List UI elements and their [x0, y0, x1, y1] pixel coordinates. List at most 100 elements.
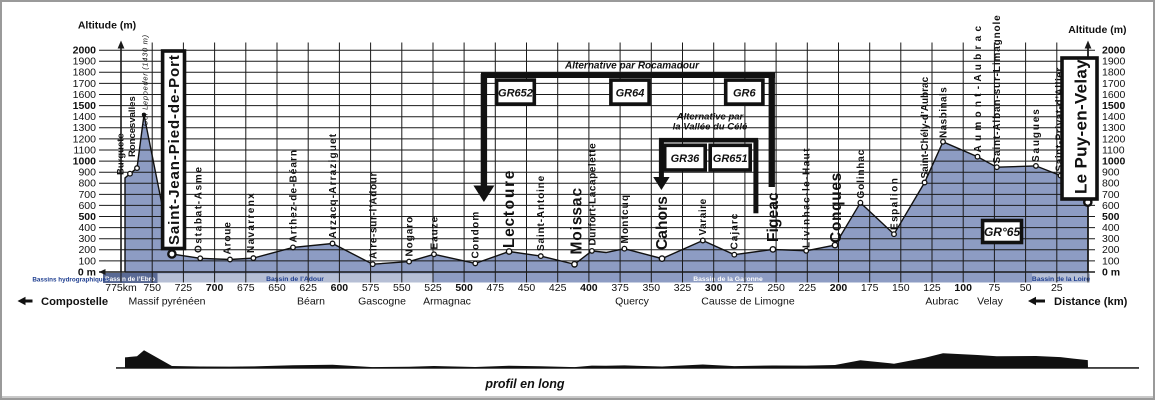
svg-text:1800: 1800: [73, 67, 97, 79]
svg-text:2000: 2000: [1102, 45, 1126, 57]
svg-text:25: 25: [1051, 282, 1063, 294]
svg-text:Massif pyrénéen: Massif pyrénéen: [128, 296, 205, 308]
svg-text:Aroue: Aroue: [223, 221, 234, 254]
svg-text:2000: 2000: [73, 45, 97, 57]
svg-text:500: 500: [455, 282, 473, 294]
svg-text:325: 325: [674, 282, 692, 294]
svg-text:Golinhac: Golinhac: [856, 149, 867, 199]
svg-text:Montcuq: Montcuq: [620, 194, 631, 244]
svg-text:Lectoure: Lectoure: [501, 169, 518, 248]
svg-text:Nogaro: Nogaro: [405, 216, 416, 257]
svg-text:Conques: Conques: [828, 172, 845, 243]
svg-text:Condom: Condom: [471, 210, 482, 258]
svg-text:Bassins hydrographiques: Bassins hydrographiques: [32, 277, 110, 284]
svg-text:700: 700: [78, 189, 96, 201]
svg-text:650: 650: [268, 282, 286, 294]
svg-text:Altitude (m): Altitude (m): [78, 20, 136, 32]
svg-text:200: 200: [1102, 244, 1120, 256]
svg-text:1700: 1700: [1102, 78, 1126, 90]
svg-text:0 m: 0 m: [1102, 266, 1120, 278]
svg-text:Navarrenx: Navarrenx: [246, 192, 257, 253]
svg-text:250: 250: [767, 282, 785, 294]
svg-text:400: 400: [580, 282, 598, 294]
svg-text:225: 225: [799, 282, 817, 294]
svg-text:100: 100: [78, 255, 96, 267]
svg-text:1000: 1000: [73, 156, 97, 168]
svg-text:Bassin de la Garonne: Bassin de la Garonne: [693, 276, 763, 283]
svg-text:1100: 1100: [1102, 144, 1125, 156]
svg-text:600: 600: [78, 200, 96, 212]
svg-text:Col Lepoeder (1430 m): Col Lepoeder (1430 m): [141, 34, 150, 126]
svg-text:525: 525: [424, 282, 442, 294]
svg-text:1900: 1900: [1102, 56, 1126, 68]
svg-text:1300: 1300: [1102, 122, 1126, 134]
svg-text:725: 725: [175, 282, 193, 294]
svg-text:Saint-Privat-d’Allier: Saint-Privat-d’Allier: [1055, 67, 1066, 171]
svg-text:350: 350: [643, 282, 661, 294]
svg-text:200: 200: [78, 244, 96, 256]
svg-text:Cajarc: Cajarc: [730, 213, 741, 250]
svg-text:450: 450: [518, 282, 536, 294]
svg-text:1800: 1800: [1102, 67, 1126, 79]
svg-text:1600: 1600: [73, 89, 97, 101]
svg-text:1700: 1700: [73, 78, 97, 90]
svg-text:GR651: GR651: [713, 153, 748, 165]
svg-text:Saint-Antoine: Saint-Antoine: [536, 175, 547, 251]
svg-text:Aubrac: Aubrac: [925, 296, 958, 308]
svg-text:900: 900: [1102, 167, 1120, 179]
svg-text:Béarn: Béarn: [297, 296, 325, 308]
svg-text:50: 50: [1020, 282, 1032, 294]
svg-text:200: 200: [830, 282, 848, 294]
svg-text:GR652: GR652: [498, 87, 533, 99]
svg-text:Cahors: Cahors: [654, 196, 671, 250]
svg-text:0 m: 0 m: [78, 266, 96, 278]
svg-text:Bassin de l’Adour: Bassin de l’Adour: [266, 276, 324, 283]
svg-text:700: 700: [1102, 189, 1120, 201]
svg-text:75: 75: [989, 282, 1001, 294]
svg-text:1400: 1400: [1102, 111, 1126, 123]
svg-text:400: 400: [78, 222, 96, 234]
svg-text:Arthez-de-Béarn: Arthez-de-Béarn: [289, 149, 300, 243]
svg-text:Causse de Limogne: Causse de Limogne: [701, 296, 795, 308]
svg-text:Saint-Chély-d’Aubrac: Saint-Chély-d’Aubrac: [920, 76, 931, 178]
svg-text:Velay: Velay: [977, 296, 1003, 308]
svg-text:Arzacq-Arraziguet: Arzacq-Arraziguet: [328, 133, 339, 239]
svg-text:Durfort-Lacapelette: Durfort-Lacapelette: [587, 143, 598, 246]
svg-text:Aire-sur-l’Adour: Aire-sur-l’Adour: [368, 172, 379, 259]
svg-text:Espalion: Espalion: [889, 177, 900, 230]
svg-text:Armagnac: Armagnac: [423, 296, 471, 308]
svg-text:1400: 1400: [73, 111, 97, 123]
svg-text:Varaire: Varaire: [698, 198, 709, 235]
svg-text:1900: 1900: [73, 56, 97, 68]
svg-text:Quercy: Quercy: [615, 296, 650, 308]
svg-text:profil en long: profil en long: [484, 377, 565, 391]
svg-text:125: 125: [923, 282, 941, 294]
svg-text:675: 675: [237, 282, 255, 294]
svg-text:1000: 1000: [1102, 156, 1126, 168]
svg-text:500: 500: [1102, 211, 1120, 223]
svg-text:800: 800: [78, 178, 96, 190]
svg-text:500: 500: [78, 211, 96, 223]
svg-text:Ostabat-Asme: Ostabat-Asme: [194, 165, 205, 253]
svg-text:Roncesvalles: Roncesvalles: [127, 96, 138, 157]
svg-text:Le Puy-en-Velay: Le Puy-en-Velay: [1072, 59, 1091, 194]
svg-text:1200: 1200: [1102, 133, 1126, 145]
svg-text:300: 300: [1102, 233, 1120, 245]
svg-text:575: 575: [362, 282, 380, 294]
svg-text:100: 100: [1102, 255, 1120, 267]
svg-text:Saugues: Saugues: [1031, 107, 1042, 162]
svg-text:Figeac: Figeac: [765, 192, 782, 242]
svg-text:375: 375: [611, 282, 629, 294]
svg-text:550: 550: [393, 282, 411, 294]
svg-text:425: 425: [549, 282, 567, 294]
svg-text:Moissac: Moissac: [569, 187, 586, 254]
svg-text:175: 175: [861, 282, 879, 294]
svg-text:Compostelle: Compostelle: [41, 296, 108, 308]
svg-text:300: 300: [705, 282, 723, 294]
svg-text:275: 275: [736, 282, 754, 294]
svg-text:Eauze: Eauze: [429, 216, 440, 250]
svg-text:Bassin de l’Ebro: Bassin de l’Ebro: [105, 276, 155, 283]
svg-text:775km: 775km: [105, 282, 137, 294]
svg-text:900: 900: [78, 167, 96, 179]
svg-text:800: 800: [1102, 178, 1120, 190]
